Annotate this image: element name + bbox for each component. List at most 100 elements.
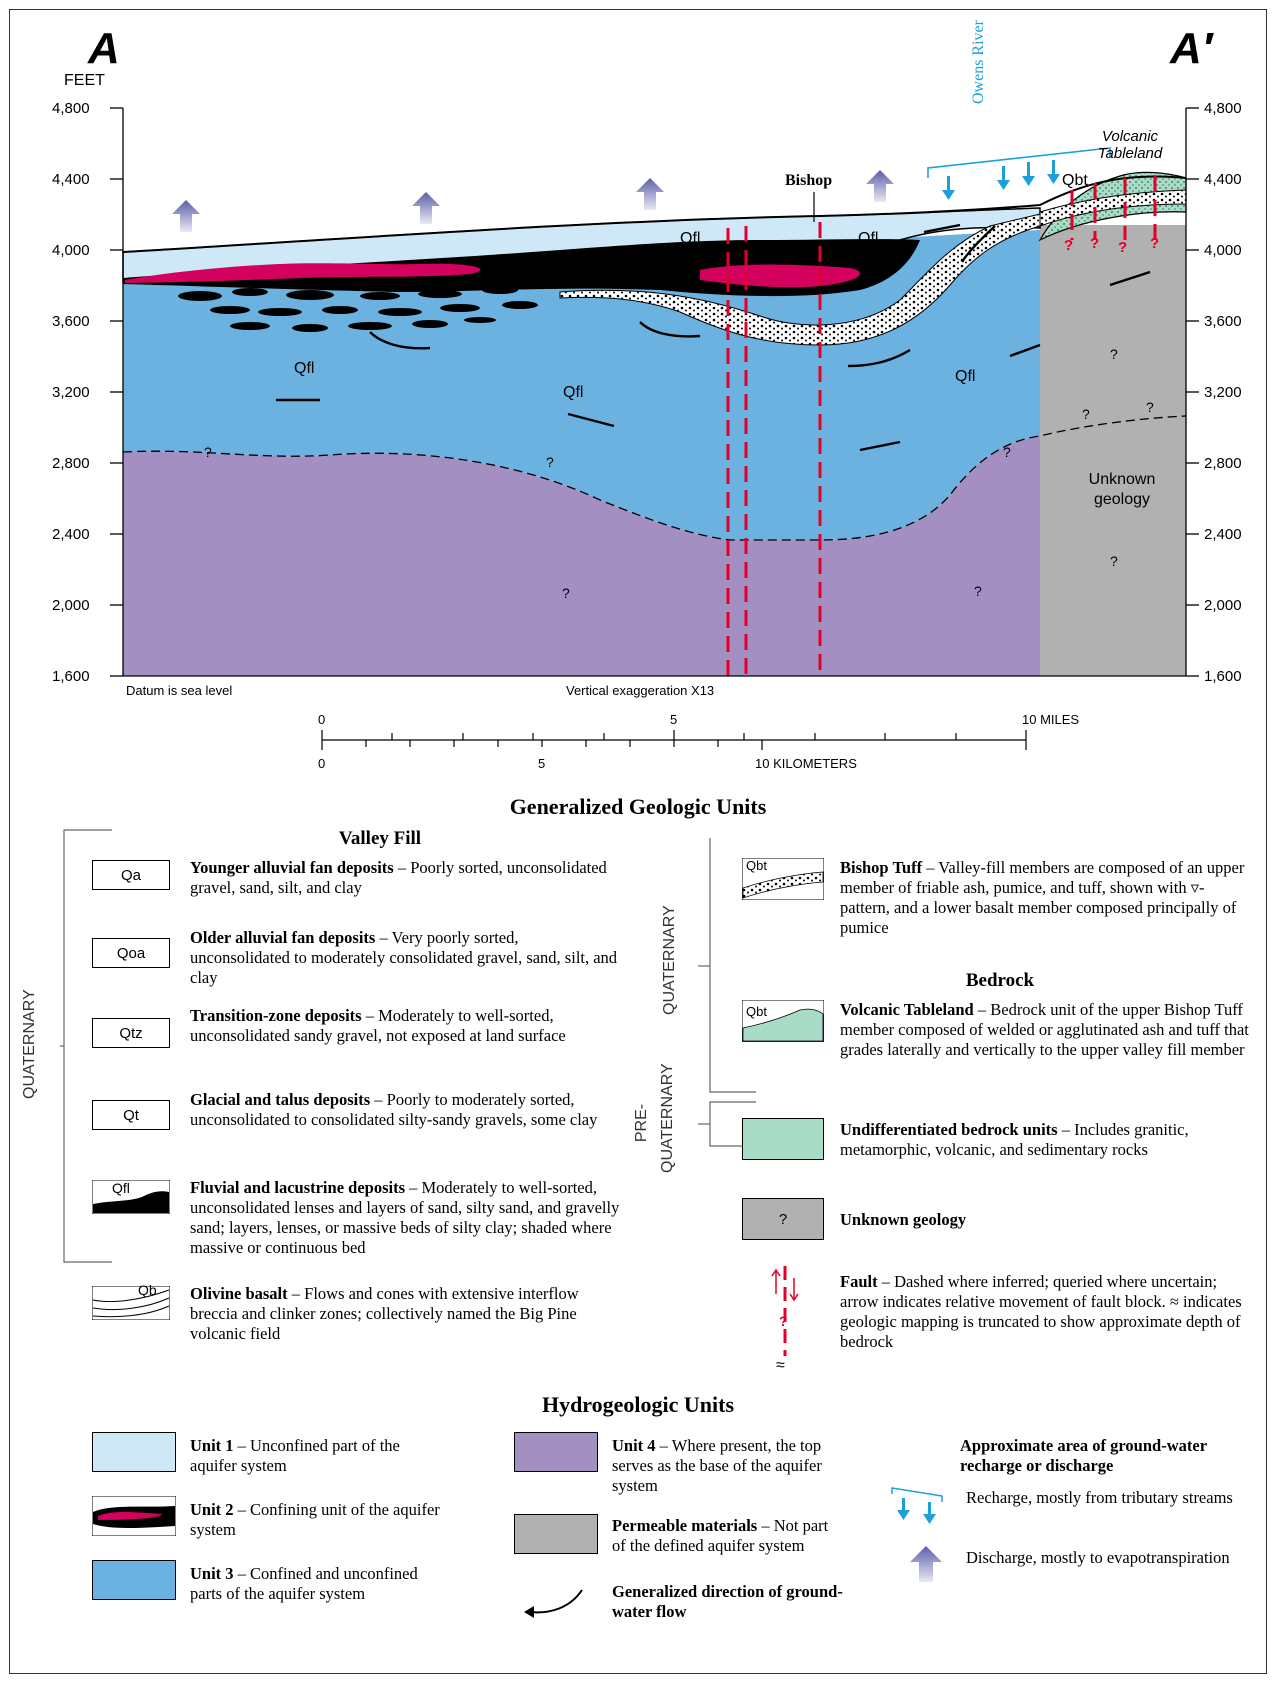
svg-text:?: ? bbox=[779, 1313, 788, 1329]
query-mark-5: ? bbox=[204, 444, 212, 460]
query-mark-8: ? bbox=[1082, 406, 1090, 422]
scale-miles-5: 5 bbox=[670, 712, 678, 727]
qfl-label-3: Qfl bbox=[294, 360, 315, 377]
query-mark-3: ? bbox=[562, 585, 570, 601]
left-tick-2000: 2,000 bbox=[52, 597, 90, 614]
right-tick-4800: 4,800 bbox=[1204, 100, 1242, 117]
legend-swatch-fault: ? ≈ bbox=[771, 1266, 799, 1372]
legend-code-qb: Qb bbox=[138, 1282, 157, 1298]
hydro-units-title: Hydrogeologic Units bbox=[541, 1392, 735, 1417]
legend-unit2: Unit 2 – Confining unit of the aquifer s… bbox=[190, 1500, 440, 1539]
right-tick-2400: 2,400 bbox=[1204, 526, 1242, 543]
right-tick-4000: 4,000 bbox=[1204, 242, 1242, 259]
right-tick-4400: 4,400 bbox=[1204, 171, 1242, 188]
qfl-label-1: Qfl bbox=[680, 230, 701, 247]
scale-miles-0: 0 bbox=[318, 712, 326, 727]
legend-swatch-qb bbox=[92, 1286, 170, 1320]
legend-swatch-bedrock bbox=[742, 1118, 824, 1160]
scale-bar bbox=[321, 730, 1027, 750]
unit4-area bbox=[123, 436, 1040, 676]
right-tick-2000: 2,000 bbox=[1204, 597, 1242, 614]
left-tick-4400: 4,400 bbox=[52, 171, 90, 188]
valley-fill-heading: Valley Fill bbox=[338, 828, 422, 849]
legend-swatch-unit2 bbox=[92, 1496, 176, 1536]
query-mark-6: ? bbox=[546, 454, 554, 470]
cross-section: ? ? ? ? bbox=[110, 107, 1199, 750]
left-tick-3600: 3,600 bbox=[52, 313, 90, 330]
legend-swatch-unknown: ? bbox=[742, 1198, 824, 1240]
right-brackets bbox=[698, 838, 756, 1147]
legend-unit1: Unit 1 – Unconfined part of the aquifer … bbox=[190, 1436, 400, 1475]
fault-query-marks: ? ? ? ? bbox=[1064, 235, 1159, 256]
query-mark-7: ? bbox=[1003, 444, 1011, 460]
right-tick-2800: 2,800 bbox=[1204, 455, 1242, 472]
legend-bishop-tuff: Bishop Tuff – Valley-fill members are co… bbox=[840, 858, 1245, 937]
legend-permeable: Permeable materials – Not part of the de… bbox=[612, 1516, 829, 1555]
unknown-geology-label: Unknown geology bbox=[1088, 471, 1156, 508]
legend-fault: Fault – Dashed where inferred; queried w… bbox=[840, 1272, 1242, 1351]
legend-recharge-title: Approximate area of ground-water recharg… bbox=[960, 1436, 1207, 1475]
flow-arrows bbox=[276, 223, 1151, 452]
svg-text:?: ? bbox=[1118, 239, 1127, 256]
legend-qb: Olivine basalt – Flows and cones with ex… bbox=[190, 1284, 579, 1343]
right-tick-3200: 3,200 bbox=[1204, 384, 1242, 401]
geologic-units-title: Generalized Geologic Units bbox=[509, 794, 767, 819]
left-tick-4000: 4,000 bbox=[52, 242, 90, 259]
legend-qfl: Fluvial and lacustrine deposits – Modera… bbox=[190, 1178, 620, 1257]
bishop-tuff-band bbox=[559, 213, 1041, 346]
scale-miles-10: 10 MILES bbox=[1022, 712, 1080, 727]
left-tick-2400: 2,400 bbox=[52, 526, 90, 543]
discharge-arrows bbox=[172, 170, 894, 232]
unit2-red-lens-left bbox=[125, 263, 481, 283]
bedrock-heading: Bedrock bbox=[965, 970, 1035, 991]
legend-code-qfl: Qfl bbox=[112, 1180, 130, 1196]
qfl-label-2: Qfl bbox=[858, 230, 879, 247]
scale-km-10: 10 KILOMETERS bbox=[755, 756, 857, 771]
legend-unknown: Unknown geology bbox=[840, 1210, 967, 1229]
section-label-a-prime: A′ bbox=[1170, 24, 1213, 73]
owens-river-label: Owens River bbox=[970, 20, 987, 104]
legend-swatch-unit3 bbox=[92, 1560, 176, 1600]
quaternary-label-right: QUATERNARY bbox=[661, 905, 678, 1015]
legend-swatch-flow-arrow bbox=[524, 1589, 583, 1618]
legend-code-qbt-2: Qbt bbox=[746, 1004, 767, 1019]
legend-qoa: Older alluvial fan deposits – Very poorl… bbox=[190, 928, 618, 987]
query-mark-1: ? bbox=[1110, 346, 1118, 362]
legend-unit4: Unit 4 – Where present, the top serves a… bbox=[612, 1436, 822, 1495]
svg-text:?: ? bbox=[1090, 235, 1099, 252]
svg-text:?: ? bbox=[1064, 237, 1073, 254]
legend-swatch-qfl bbox=[92, 1180, 170, 1214]
legend-discharge: Discharge, mostly to evapotranspiration bbox=[966, 1548, 1230, 1567]
query-mark-9: ? bbox=[1146, 399, 1154, 415]
left-tick-2800: 2,800 bbox=[52, 455, 90, 472]
land-surface bbox=[122, 175, 1187, 253]
quaternary-bracket bbox=[60, 829, 112, 1263]
legend-qa: Younger alluvial fan deposits – Poorly s… bbox=[190, 858, 607, 897]
legend-box-qt: Qt bbox=[92, 1100, 170, 1130]
legend-unit3: Unit 3 – Confined and unconfined parts o… bbox=[190, 1564, 418, 1603]
legend-volcanic-tableland: Volcanic Tableland – Bedrock unit of the… bbox=[840, 1000, 1249, 1059]
axes bbox=[110, 107, 1199, 677]
legend-qtz: Transition-zone deposits – Moderately to… bbox=[190, 1006, 566, 1045]
qfl-label-4: Qfl bbox=[563, 384, 584, 401]
legend-box-qa: Qa bbox=[92, 860, 170, 890]
right-tick-1600: 1,600 bbox=[1204, 668, 1242, 685]
axis-unit: FEET bbox=[64, 72, 105, 89]
unknown-geology-area bbox=[1040, 225, 1186, 676]
legend-box-qoa: Qoa bbox=[92, 938, 170, 968]
query-mark-4: ? bbox=[974, 583, 982, 599]
pre-quaternary-label-2: QUATERNARY bbox=[659, 1063, 676, 1173]
svg-text:?: ? bbox=[1150, 235, 1159, 252]
legend-swatch-unit4 bbox=[514, 1432, 598, 1472]
legend-qt: Glacial and talus deposits – Poorly to m… bbox=[190, 1090, 598, 1129]
svg-text:≈: ≈ bbox=[776, 1357, 785, 1372]
query-mark-2: ? bbox=[1110, 553, 1118, 569]
clay-lenses bbox=[178, 286, 538, 332]
recharge-arrows bbox=[942, 160, 1060, 200]
pre-quaternary-label: PRE- bbox=[633, 1103, 650, 1143]
recharge-bracket bbox=[927, 147, 1111, 178]
unit4-boundary bbox=[122, 415, 1187, 541]
left-tick-3200: 3,200 bbox=[52, 384, 90, 401]
legend-code-qbt-1: Qbt bbox=[746, 858, 767, 873]
section-label-a: A bbox=[88, 24, 120, 73]
